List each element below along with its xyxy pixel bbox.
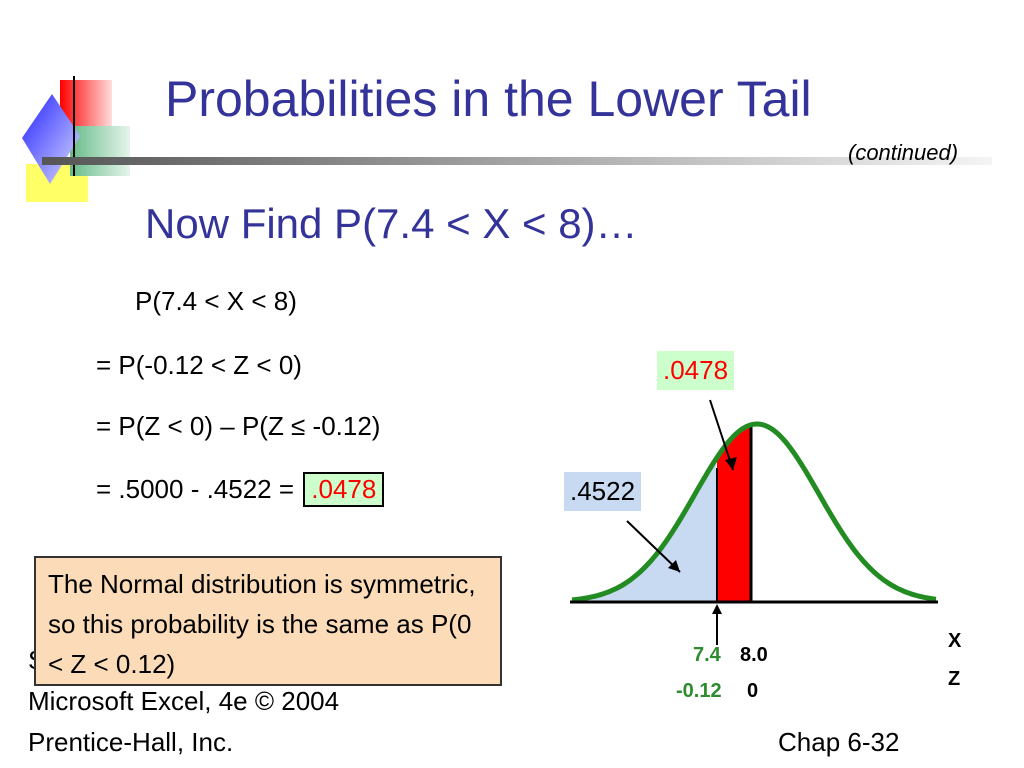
middle-region: [717, 424, 751, 602]
equation-line-3: = P(Z < 0) – P(Z ≤ -0.12): [96, 411, 381, 441]
lower-tail-region: [572, 459, 717, 602]
x-value-7-4: 7.4: [693, 644, 721, 666]
pointer-arrow-blue: [626, 520, 681, 573]
pointer-arrowhead-blue: [668, 560, 680, 572]
lower-tail-area-label: .4522: [564, 472, 642, 511]
pointer-arrow-red: [709, 399, 734, 471]
slide-subtitle: Now Find P(7.4 < X < 8)…: [145, 200, 638, 247]
z-value-neg-0-12: -0.12: [676, 680, 722, 702]
symmetry-note-box: The Normal distribution is symmetric, so…: [34, 556, 502, 686]
axis-label-x: X: [948, 630, 962, 652]
footer-line-2: Prentice-Hall, Inc.: [28, 727, 234, 757]
slide-title: Probabilities in the Lower Tail: [165, 71, 812, 127]
equation-line-4-prefix: = .5000 - .4522 =: [96, 474, 302, 504]
x-value-8-0: 8.0: [740, 644, 768, 666]
title-divider: [42, 157, 992, 165]
equation-line-1: P(7.4 < X < 8): [135, 286, 297, 316]
marker-arrowhead-7-4: [712, 604, 722, 614]
z-value-0: 0: [747, 680, 759, 702]
equation-line-4: = .5000 - .4522 = .0478: [96, 472, 385, 507]
continued-label: (continued): [848, 140, 959, 165]
chapter-page-label: Chap 6-32: [778, 727, 900, 757]
footer-line-1: Microsoft Excel, 4e © 2004: [28, 686, 340, 716]
equation-line-2: = P(-0.12 < Z < 0): [96, 350, 302, 380]
answer-box: .0478: [303, 472, 385, 507]
middle-area-label: .0478: [657, 351, 735, 390]
axis-label-z: Z: [948, 668, 961, 690]
normal-curve: [571, 421, 937, 603]
pointer-arrowhead-red: [725, 457, 737, 470]
